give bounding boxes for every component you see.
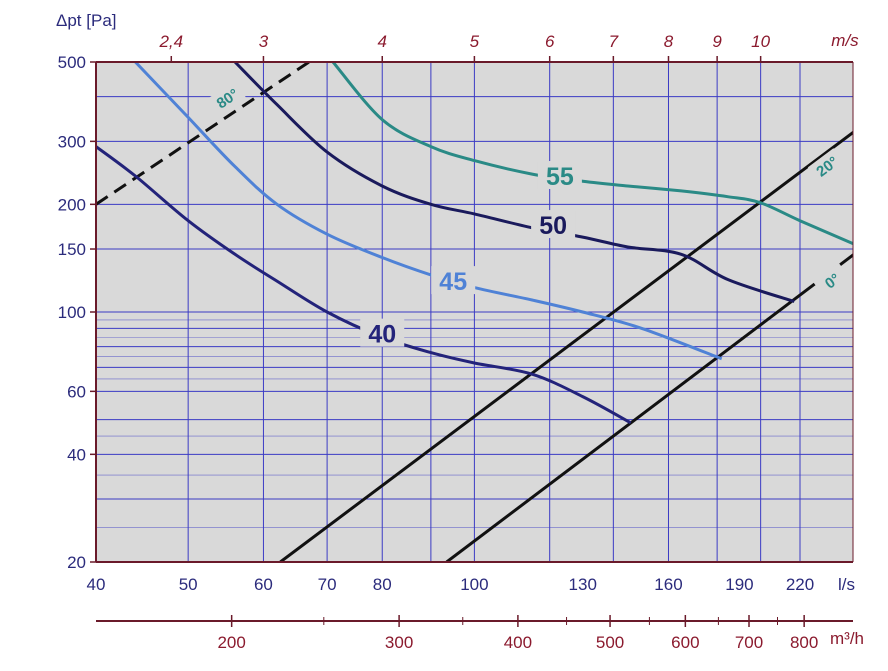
x-tick-label: 220 xyxy=(786,575,814,594)
x-secondary-axis-title: m³/h xyxy=(830,629,864,648)
m3h-tick-label: 300 xyxy=(385,633,413,652)
angle-label-bg xyxy=(807,148,846,184)
velocity-tick-label: 9 xyxy=(712,32,722,51)
y-tick-label: 200 xyxy=(58,195,86,214)
y-tick-label: 60 xyxy=(67,382,86,401)
curve-label-bg xyxy=(537,161,582,190)
y-tick-label: 300 xyxy=(58,132,86,151)
m3h-tick-label: 200 xyxy=(217,633,245,652)
angle-label-bg xyxy=(208,80,246,115)
m3h-tick-label: 700 xyxy=(735,633,763,652)
x-tick-label: 190 xyxy=(725,575,753,594)
x-tick-label: 130 xyxy=(569,575,597,594)
velocity-tick-label: 10 xyxy=(751,32,770,51)
curve-label-40: 40 xyxy=(368,321,396,349)
velocity-tick-label: 5 xyxy=(470,32,480,51)
curve-label-55: 55 xyxy=(546,163,574,191)
y-tick-label: 150 xyxy=(58,240,86,259)
x-tick-label: 160 xyxy=(654,575,682,594)
curve-label-45: 45 xyxy=(439,268,467,296)
curve-45 xyxy=(134,62,723,361)
curve-50 xyxy=(233,62,795,303)
curve-label-50: 50 xyxy=(539,212,567,240)
velocity-tick-label: 7 xyxy=(609,32,619,51)
y-tick-label: 40 xyxy=(67,445,86,464)
velocity-tick-label: 8 xyxy=(664,32,674,51)
x-tick-label: 80 xyxy=(373,575,392,594)
x-tick-label: 50 xyxy=(179,575,198,594)
velocity-tick-label: 6 xyxy=(545,32,555,51)
x-tick-label: 60 xyxy=(254,575,273,594)
velocity-tick-label: 2,4 xyxy=(158,32,183,51)
x-axis-title: l/s xyxy=(838,575,855,594)
velocity-tick-label: 3 xyxy=(259,32,269,51)
y-axis-title: Δpt [Pa] xyxy=(56,11,117,30)
curve-40 xyxy=(96,145,632,425)
angle-label-bg xyxy=(813,262,851,298)
y-tick-label: 500 xyxy=(58,53,86,72)
m3h-tick-label: 800 xyxy=(790,633,818,652)
x-tick-label: 100 xyxy=(460,575,488,594)
curve-55 xyxy=(331,62,853,246)
angle-line-20deg xyxy=(279,130,853,562)
velocity-tick-label: 4 xyxy=(378,32,387,51)
m3h-tick-label: 400 xyxy=(504,633,532,652)
x-tick-label: 40 xyxy=(87,575,106,594)
x-tick-label: 70 xyxy=(318,575,337,594)
top-axis-title: m/s xyxy=(831,31,859,50)
curve-label-bg xyxy=(360,318,405,347)
m3h-tick-label: 500 xyxy=(596,633,624,652)
curve-label-bg xyxy=(531,210,576,239)
curve-label-bg xyxy=(431,266,476,295)
y-tick-label: 20 xyxy=(67,553,86,572)
y-tick-label: 100 xyxy=(58,303,86,322)
m3h-tick-label: 600 xyxy=(671,633,699,652)
